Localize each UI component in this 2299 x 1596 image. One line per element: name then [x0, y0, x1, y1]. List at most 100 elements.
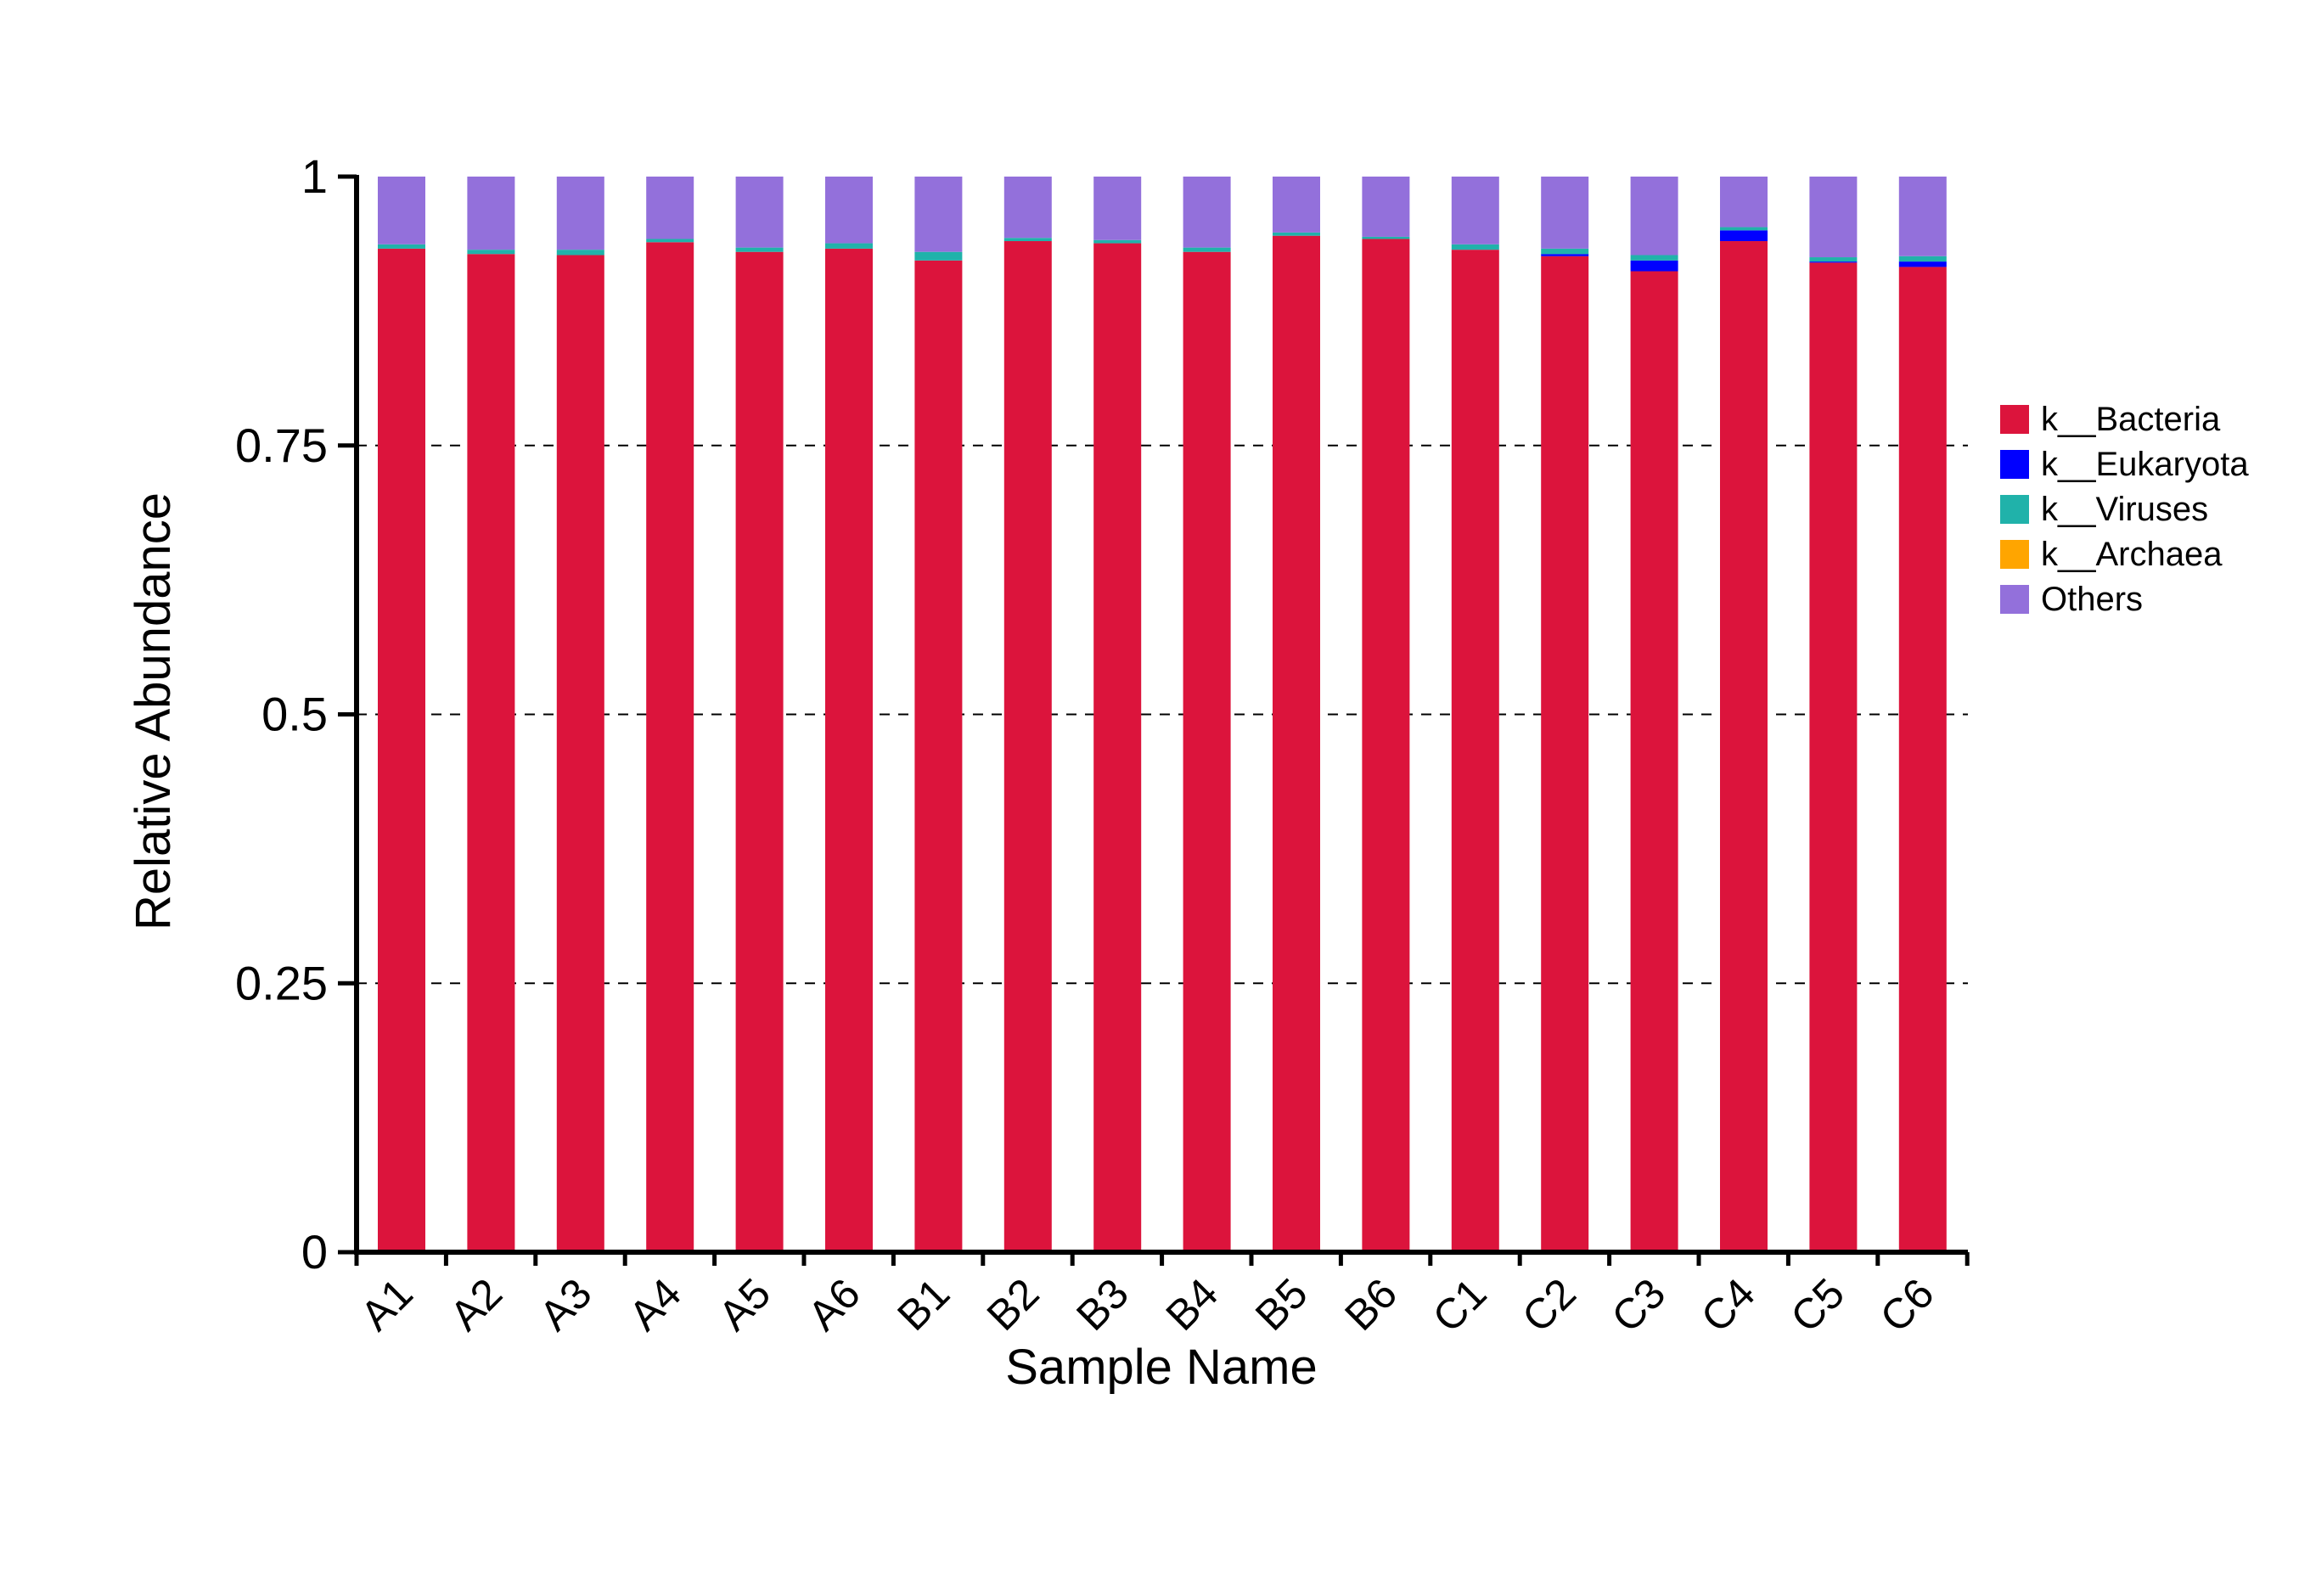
legend: k__Bacteria k__Eukaryota k__Viruses k__Arch…: [2000, 401, 2249, 618]
x-tick-label: C1: [1424, 1269, 1496, 1341]
bar-segment-k-eukaryota: [1541, 254, 1589, 256]
x-tick-label: B3: [1067, 1269, 1138, 1340]
x-tick-label: A1: [351, 1269, 422, 1340]
bar-segment-k-viruses: [914, 251, 963, 261]
x-tick-label: B2: [978, 1269, 1048, 1340]
bar-segment-others: [1451, 177, 1499, 244]
bar-stack-B5: [1273, 177, 1320, 1252]
bar-segment-others: [556, 177, 604, 250]
bar-stack-A2: [467, 177, 515, 1252]
x-tick-label: B4: [1157, 1269, 1228, 1340]
bar-segment-k-viruses: [378, 244, 425, 249]
bar-segment-k-bacteria: [1362, 239, 1410, 1253]
legend-swatch: [2000, 495, 2029, 524]
bar-segment-k-viruses: [735, 247, 784, 252]
axes: [338, 174, 1970, 1266]
bar-segment-k-viruses: [1093, 239, 1142, 244]
bar-stack-C2: [1541, 177, 1589, 1252]
x-tick-label: C6: [1871, 1269, 1943, 1341]
bar-segment-k-viruses: [1451, 244, 1499, 250]
bar-segment-k-viruses: [1898, 256, 1947, 262]
bar-segment-k-viruses: [1362, 236, 1410, 239]
legend-item: k__Bacteria: [2000, 401, 2221, 438]
legend-item: k__Viruses: [2000, 491, 2208, 528]
bar-stack-C3: [1630, 177, 1678, 1253]
bar-segment-k-viruses: [1541, 248, 1589, 255]
bar-segment-k-bacteria: [1003, 241, 1052, 1252]
y-tick-label: 0.5: [261, 688, 328, 741]
x-axis-title: Sample Name: [1005, 1340, 1317, 1395]
gridlines: [357, 444, 1968, 985]
bar-segment-others: [467, 177, 515, 250]
x-tick-label: C5: [1781, 1269, 1853, 1341]
x-tick-label: A5: [710, 1269, 780, 1340]
bar-segment-k-viruses: [1630, 255, 1678, 261]
bar-segment-k-viruses: [556, 250, 604, 256]
legend-label: k__Archaea: [2041, 536, 2223, 573]
bar-stack-A6: [825, 177, 873, 1252]
bar-stack-C6: [1898, 177, 1947, 1253]
bar-segment-k-eukaryota: [1809, 261, 1858, 263]
bar-segment-others: [1183, 177, 1231, 248]
x-tick-label: A6: [799, 1269, 869, 1340]
bar-segment-others: [1809, 177, 1858, 258]
bar-stack-A3: [556, 177, 604, 1253]
bar-stack-C1: [1451, 177, 1499, 1252]
x-tick-label: C3: [1603, 1269, 1675, 1341]
bar-segment-k-bacteria: [1720, 241, 1768, 1252]
x-tick-label: B1: [888, 1269, 958, 1340]
bar-segment-others: [1630, 177, 1678, 256]
x-tick-label: C4: [1692, 1269, 1764, 1341]
y-axis-title: Relative Abundance: [126, 492, 181, 930]
bar-stack-B2: [1003, 177, 1052, 1252]
bar-stack-A5: [735, 177, 784, 1253]
bar-stack-A1: [378, 177, 425, 1252]
x-tick-label: B5: [1246, 1269, 1317, 1340]
y-tick-label: 1: [301, 149, 328, 203]
bar-segment-others: [1541, 177, 1589, 249]
bar-segment-others: [825, 177, 873, 244]
bar-segment-k-viruses: [1809, 257, 1858, 262]
legend-swatch: [2000, 405, 2029, 434]
legend-swatch: [2000, 585, 2029, 614]
legend-label: k__Eukaryota: [2041, 446, 2249, 483]
bar-segment-k-bacteria: [1273, 235, 1320, 1252]
x-tick-label: A2: [441, 1269, 511, 1340]
bar-segment-others: [735, 177, 784, 248]
bar-segment-k-bacteria: [1630, 271, 1678, 1253]
bar-segment-k-eukaryota: [1898, 261, 1947, 267]
bar-segment-k-bacteria: [467, 254, 515, 1252]
bar-segment-others: [378, 177, 425, 244]
legend-label: k__Viruses: [2041, 491, 2208, 528]
x-tick-label: A4: [620, 1269, 690, 1340]
legend-swatch: [2000, 450, 2029, 479]
legend-item: k__Archaea: [2000, 536, 2223, 573]
legend-item: Others: [2000, 581, 2143, 618]
bar-segment-k-viruses: [467, 250, 515, 255]
legend-item: k__Eukaryota: [2000, 446, 2249, 483]
bar-segment-k-eukaryota: [1630, 260, 1678, 272]
bar-segment-k-bacteria: [556, 255, 604, 1253]
x-tick-label: A3: [531, 1269, 601, 1340]
bar-segment-others: [1003, 177, 1052, 239]
legend-label: k__Bacteria: [2041, 401, 2221, 438]
bar-segment-k-bacteria: [1183, 251, 1231, 1253]
bar-segment-k-viruses: [1003, 238, 1052, 242]
bar-segment-k-viruses: [1183, 247, 1231, 252]
bar-segment-k-viruses: [825, 243, 873, 249]
bar-segment-k-bacteria: [1541, 256, 1589, 1252]
bar-segment-k-viruses: [1273, 232, 1320, 236]
y-tick-label: 0.75: [235, 419, 328, 472]
bar-segment-others: [646, 177, 694, 239]
bars: [378, 177, 1947, 1253]
bar-segment-k-bacteria: [378, 248, 425, 1252]
bar-stack-C5: [1809, 177, 1858, 1252]
bar-stack-A4: [646, 177, 694, 1252]
bar-segment-k-bacteria: [914, 260, 963, 1253]
bar-stack-B3: [1093, 177, 1142, 1253]
bar-segment-k-bacteria: [1451, 250, 1499, 1252]
bar-stack-B4: [1183, 177, 1231, 1253]
y-tick-label: 0: [301, 1225, 328, 1278]
